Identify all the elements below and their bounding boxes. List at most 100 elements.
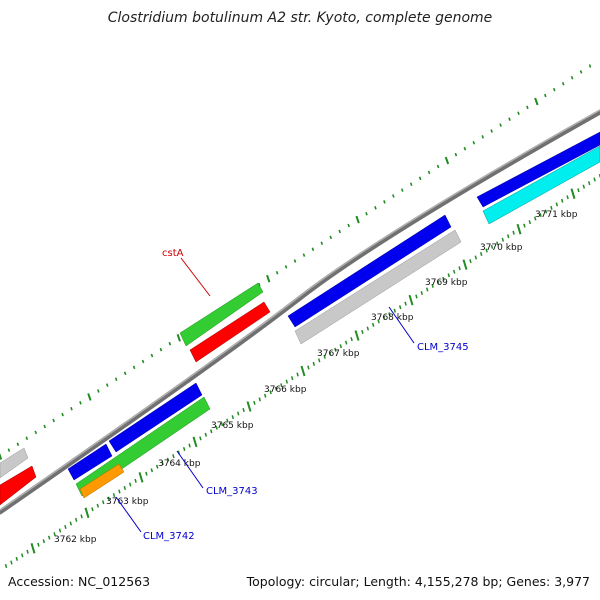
track-dot — [499, 123, 502, 127]
track-dot — [34, 430, 38, 435]
track-dot — [97, 389, 100, 393]
track-tick — [361, 329, 364, 335]
inner-strand-genes — [0, 145, 600, 506]
track-tick — [404, 301, 407, 306]
track-dot — [79, 401, 82, 405]
track-dot — [534, 97, 539, 106]
track-tick — [339, 344, 343, 349]
track-tick — [560, 198, 564, 203]
track-tick — [199, 436, 202, 441]
track-tick — [58, 528, 62, 533]
outer-strand-genes — [0, 131, 600, 481]
gene-label-CLM_3745[interactable]: CLM_3745 — [417, 342, 469, 353]
track-dot — [472, 141, 476, 145]
track-dot — [347, 223, 350, 228]
track-dot — [70, 406, 73, 411]
track-tick — [128, 482, 132, 487]
track-tick — [204, 432, 208, 437]
track-tick — [161, 461, 164, 466]
track-tick — [577, 188, 580, 193]
track-tick — [393, 308, 397, 313]
track-dot — [168, 341, 172, 346]
track-tick — [290, 376, 294, 381]
track-tick — [312, 361, 316, 366]
track-dot — [481, 135, 485, 139]
track-dot — [16, 442, 20, 446]
track-dot — [25, 436, 29, 441]
gene-feature-gray-large[interactable] — [294, 229, 462, 345]
track-tick — [512, 230, 515, 235]
track-tick — [101, 500, 105, 505]
track-tick — [280, 383, 283, 388]
gene-label-CLM_3743[interactable]: CLM_3743 — [206, 486, 258, 497]
track-tick — [172, 454, 175, 459]
gene-feature-blue-left-2[interactable] — [67, 443, 113, 481]
track-tick — [490, 244, 494, 249]
track-dot — [52, 418, 55, 423]
gene-label-CLM_3742[interactable]: CLM_3742 — [143, 531, 195, 542]
track-tick — [134, 478, 137, 483]
tick-track — [4, 174, 600, 569]
track-tick — [20, 553, 24, 558]
track-tick — [150, 468, 154, 473]
track-dot — [544, 93, 547, 98]
gene-feature-blue-right[interactable] — [476, 131, 600, 208]
track-tick — [593, 177, 596, 182]
track-dot — [275, 271, 279, 275]
track-dot — [365, 211, 368, 216]
track-tick — [84, 507, 90, 519]
tick-labels: 3762 kbp 3763 kbp 3764 kbp 3765 kbp 3766… — [54, 210, 578, 545]
track-tick — [96, 503, 100, 508]
outer-dot-track — [0, 64, 592, 460]
track-tick — [91, 507, 94, 512]
gene-feature-red-left[interactable] — [0, 465, 37, 506]
gene-feature-gray-left[interactable] — [0, 447, 29, 479]
tick-label: 3766 kbp — [264, 385, 307, 395]
track-tick — [155, 464, 159, 469]
track-tick — [26, 549, 29, 554]
track-tick — [323, 354, 326, 359]
track-dot — [61, 412, 64, 417]
track-tick — [350, 337, 353, 342]
track-tick — [570, 188, 576, 199]
track-dot — [444, 156, 450, 165]
gene-feature-cyan-right[interactable] — [482, 145, 600, 225]
gene-feature-red-cstA[interactable] — [189, 301, 271, 363]
gene-feature-blue-large[interactable] — [287, 214, 452, 328]
track-dot — [114, 377, 118, 381]
track-tick — [528, 220, 532, 225]
track-tick — [452, 269, 456, 274]
tick-label: 3763 kbp — [106, 497, 149, 507]
track-dot — [132, 365, 136, 370]
track-dot — [400, 188, 404, 192]
track-dot — [552, 87, 556, 92]
tick-label: 3765 kbp — [211, 421, 254, 431]
track-tick — [555, 202, 559, 207]
track-dot — [383, 200, 386, 204]
track-dot — [176, 333, 181, 342]
track-tick — [516, 223, 522, 235]
map-title: Clostridium botulinum A2 str. Kyoto, com… — [108, 10, 493, 26]
track-tick — [37, 542, 40, 547]
track-tick — [80, 514, 83, 519]
tick-label: 3768 kbp — [371, 313, 414, 323]
gene-feature-blue-left-1[interactable] — [108, 382, 203, 453]
track-dot — [579, 70, 583, 74]
track-tick — [307, 365, 310, 370]
track-dot — [463, 146, 467, 151]
gene-feature-green-cstA[interactable] — [179, 282, 264, 347]
track-tick — [145, 471, 148, 476]
track-tick — [74, 517, 78, 522]
genome-backbone — [0, 109, 600, 515]
track-tick — [436, 280, 440, 285]
gene-feature-orange-left[interactable] — [79, 463, 125, 499]
track-tick — [258, 397, 262, 402]
track-dot — [266, 274, 271, 283]
track-tick — [220, 422, 224, 427]
track-dot — [436, 164, 440, 169]
track-tick — [582, 184, 586, 189]
gene-label-cstA[interactable]: cstA — [162, 248, 184, 259]
track-dot — [141, 359, 145, 364]
track-dot — [159, 347, 163, 352]
